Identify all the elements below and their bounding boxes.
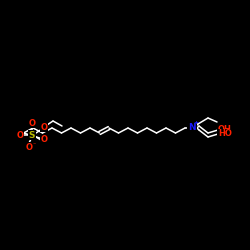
Text: HO: HO xyxy=(218,130,232,138)
Text: +: + xyxy=(194,120,198,126)
Text: O: O xyxy=(40,122,48,132)
Text: O: O xyxy=(16,130,24,140)
Text: OH: OH xyxy=(218,126,232,134)
Text: O: O xyxy=(26,142,32,152)
Text: N: N xyxy=(188,124,196,132)
Text: O: O xyxy=(28,118,35,128)
Text: ⁻: ⁻ xyxy=(33,144,36,148)
Text: O: O xyxy=(40,136,48,144)
Text: S: S xyxy=(29,130,35,140)
